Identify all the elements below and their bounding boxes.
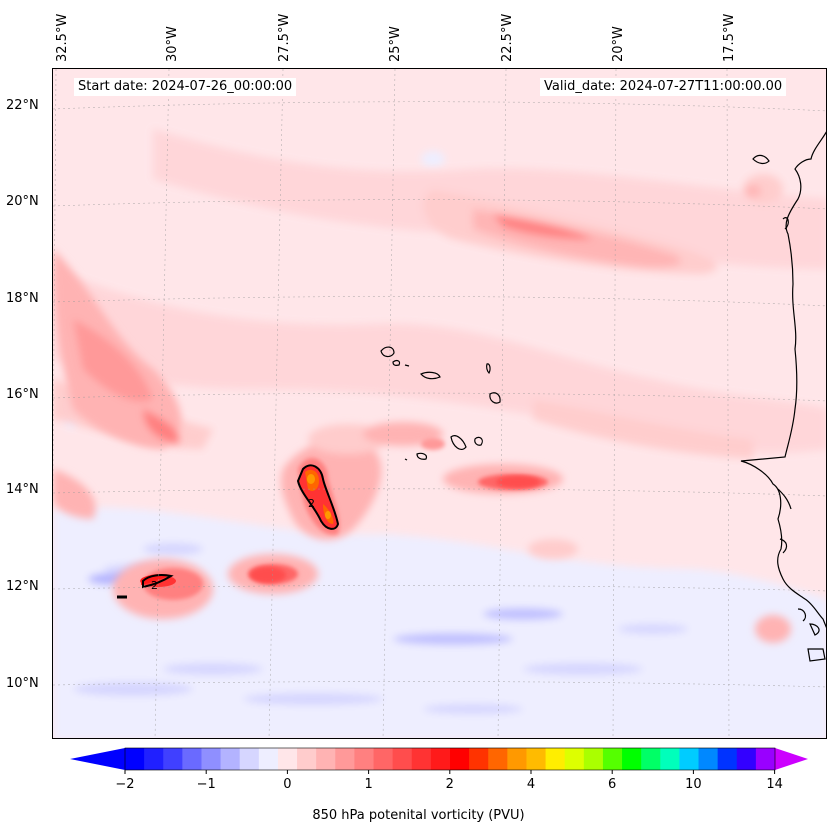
lon-label-20w: 20°W	[611, 26, 626, 62]
colorbar: −2 −1 0 1 2 4 6 10 14	[70, 747, 808, 792]
colorbar-cell	[144, 748, 164, 770]
colorbar-tick-label: 10	[685, 777, 702, 792]
colorbar-cell	[450, 748, 470, 770]
colorbar-cell	[679, 748, 700, 770]
colorbar-tick-label: 0	[283, 777, 291, 792]
colorbar-ticks: −2 −1 0 1 2 4 6 10 14	[115, 770, 783, 792]
colorbar-label: 850 hPa potenital vorticity (PVU)	[312, 808, 525, 823]
colorbar-cell	[239, 748, 260, 770]
pv-contour-2-central	[296, 464, 340, 530]
colorbar-cell	[507, 748, 527, 770]
colorbar-tick-label: 14	[766, 777, 783, 792]
central-vortex	[113, 422, 791, 643]
lat-label-16n: 16°N	[6, 387, 39, 402]
lon-label-25w: 25°W	[388, 26, 403, 62]
colorbar-cell	[335, 748, 355, 770]
colorbar-cell	[602, 748, 623, 770]
colorbar-cell	[564, 748, 585, 770]
colorbar-cell	[163, 748, 183, 770]
lat-label-14n: 14°N	[6, 482, 39, 497]
pv-contour-2-western	[142, 574, 174, 589]
colorbar-cell	[392, 748, 413, 770]
colorbar-cell	[373, 748, 394, 770]
colorbar-cell	[526, 748, 547, 770]
contour-label-central: 2	[308, 497, 315, 510]
map-panel: 2 2	[52, 68, 827, 739]
lon-label-17-5w: 17.5°W	[722, 13, 737, 62]
colorbar-cell	[488, 748, 508, 770]
colorbar-cell	[297, 748, 317, 770]
contour-label-western: 2	[151, 579, 158, 592]
lon-label-27-5w: 27.5°W	[277, 13, 292, 62]
lon-label-30w: 30°W	[165, 26, 180, 62]
low-pv-bands	[53, 129, 826, 459]
colorbar-tick-label: −1	[197, 777, 216, 792]
colorbar-cell	[354, 748, 375, 770]
cape-verde-islands	[380, 346, 501, 461]
lon-label-32-5w: 32.5°W	[55, 13, 70, 62]
colorbar-tick-label: 1	[364, 777, 372, 792]
coastline-details	[752, 154, 826, 662]
colorbar-cell	[258, 748, 279, 770]
colorbar-cell	[736, 748, 757, 770]
colorbar-cell	[660, 748, 680, 770]
graticule	[53, 69, 826, 738]
colorbar-cell	[411, 748, 432, 770]
colorbar-cell	[583, 748, 604, 770]
colorbar-under-arrow	[70, 748, 125, 770]
colorbar-tick-label: 2	[446, 777, 454, 792]
lat-label-12n: 12°N	[6, 579, 39, 594]
pv-field-map: 2 2	[53, 69, 826, 738]
colorbar-cell	[182, 748, 202, 770]
africa-coastline	[740, 131, 826, 628]
colorbar-tick-label: 4	[527, 777, 535, 792]
colorbar-cell	[469, 748, 489, 770]
lat-label-10n: 10°N	[6, 676, 39, 691]
colorbar-cell	[220, 748, 241, 770]
colorbar-cell	[201, 748, 222, 770]
colorbar-cell	[622, 748, 642, 770]
colorbar-cell	[641, 748, 661, 770]
start-date-label: Start date: 2024-07-26_00:00:00	[74, 78, 297, 96]
western-pv-areas	[53, 249, 182, 519]
colorbar-over-arrow	[775, 748, 808, 770]
lon-label-22-5w: 22.5°W	[500, 13, 515, 62]
colorbar-cell	[698, 748, 719, 770]
colorbar-cell	[545, 748, 566, 770]
lat-label-18n: 18°N	[6, 291, 39, 306]
colorbar-cell	[717, 748, 738, 770]
colorbar-cell	[755, 748, 776, 770]
colorbar-cell	[430, 748, 451, 770]
colorbar-tick-label: 6	[608, 777, 616, 792]
lat-label-22n: 22°N	[6, 98, 39, 113]
colorbar-tick-label: −2	[115, 777, 134, 792]
colorbar-cell	[277, 748, 298, 770]
lat-label-20n: 20°N	[6, 194, 39, 209]
colorbar-cell	[316, 748, 336, 770]
colorbar-cell	[125, 748, 145, 770]
valid-date-label: Valid_date: 2024-07-27T11:00:00.00	[540, 78, 787, 96]
colorbar-cells	[125, 748, 776, 770]
